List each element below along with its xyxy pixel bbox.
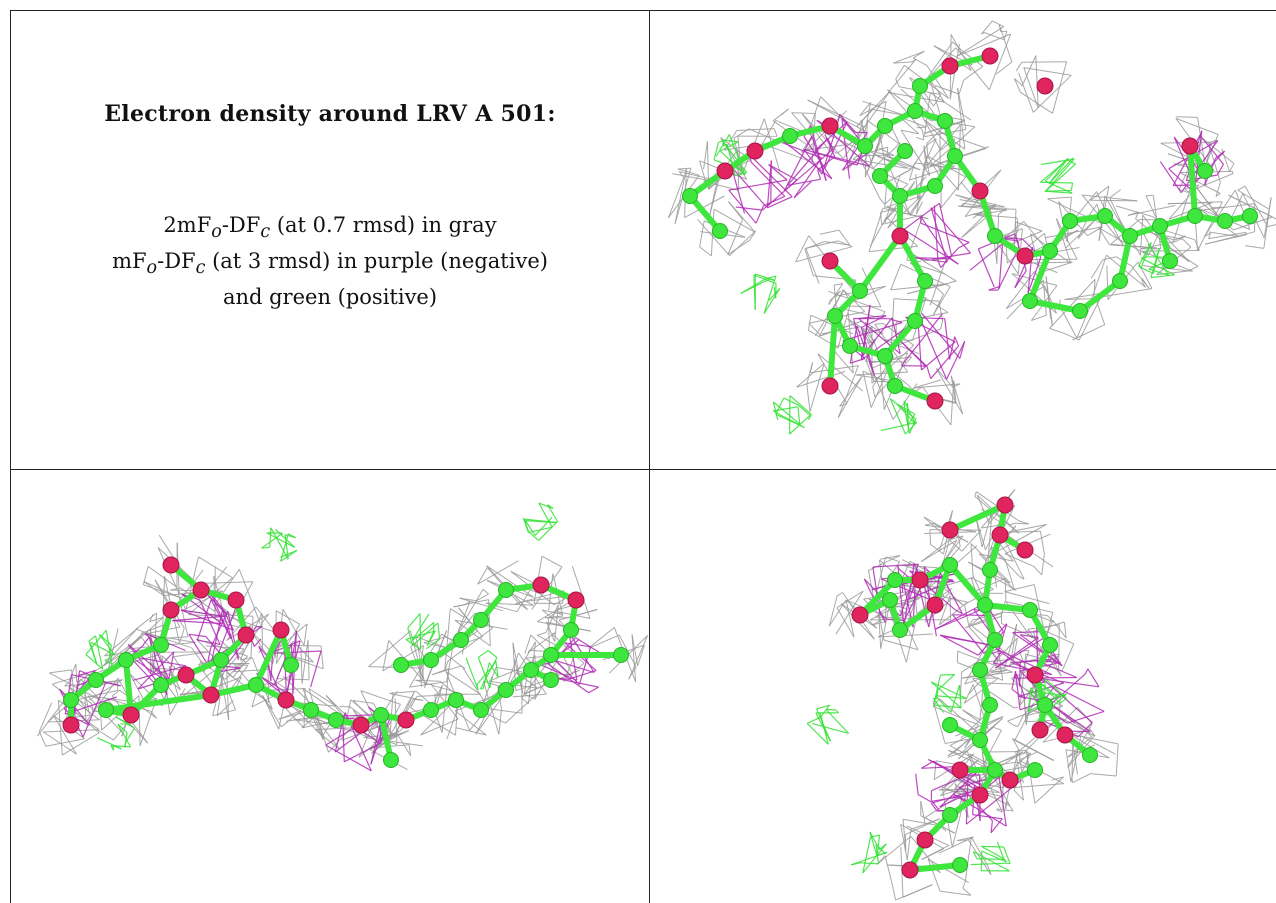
legend-line-2: mFo-DFc (at 3 rmsd) in purple (negative): [11, 247, 649, 283]
border-top: [10, 10, 1276, 11]
legend-line-3: and green (positive): [222, 285, 438, 310]
mesh-2fofc: [667, 20, 1276, 426]
legend-line-1: 2mFo-DFc (at 0.7 rmsd) in gray: [11, 211, 649, 247]
border-left: [10, 10, 11, 903]
divider-vertical: [649, 10, 650, 903]
atoms: [851, 496, 1098, 879]
view-bottom-right: [650, 470, 1276, 903]
legend-line-1-suffix: (at 0.7 rmsd) in gray: [270, 213, 497, 237]
divider-horizontal: [10, 469, 1276, 470]
figure-title: Electron density around LRV A 501:: [104, 101, 556, 127]
view-top-right: [650, 11, 1276, 469]
legend-line-2-mid: -DF: [157, 249, 196, 274]
caption-cell: Electron density around LRV A 501: 2mFo-…: [11, 11, 649, 469]
mesh-positive: [85, 502, 559, 751]
atoms: [62, 556, 629, 768]
density-render-3: [806, 489, 1119, 901]
legend-line-1-prefix: 2mF: [163, 213, 212, 237]
legend-line-1-mid: -DF: [221, 213, 261, 237]
legend-text: 2mFo-DFc (at 0.7 rmsd) in gray mFo-DFc (…: [11, 211, 649, 312]
legend-line-2-suffix: (at 3 rmsd) in purple (negative): [205, 249, 548, 274]
mesh-2fofc: [828, 489, 1119, 901]
density-render-2: [36, 502, 649, 772]
atoms: [682, 47, 1258, 410]
legend-line-2-sub2: c: [195, 258, 206, 279]
legend-line-1-sub2: c: [260, 222, 271, 243]
legend-line-2-prefix: mF: [112, 249, 147, 274]
density-render-1: [667, 20, 1276, 435]
mesh-positive: [806, 674, 1068, 874]
legend-line-2-sub1: o: [146, 258, 158, 279]
legend-line-1-sub1: o: [211, 222, 222, 243]
mesh-positive: [713, 134, 1177, 435]
view-bottom-left: [11, 470, 649, 903]
